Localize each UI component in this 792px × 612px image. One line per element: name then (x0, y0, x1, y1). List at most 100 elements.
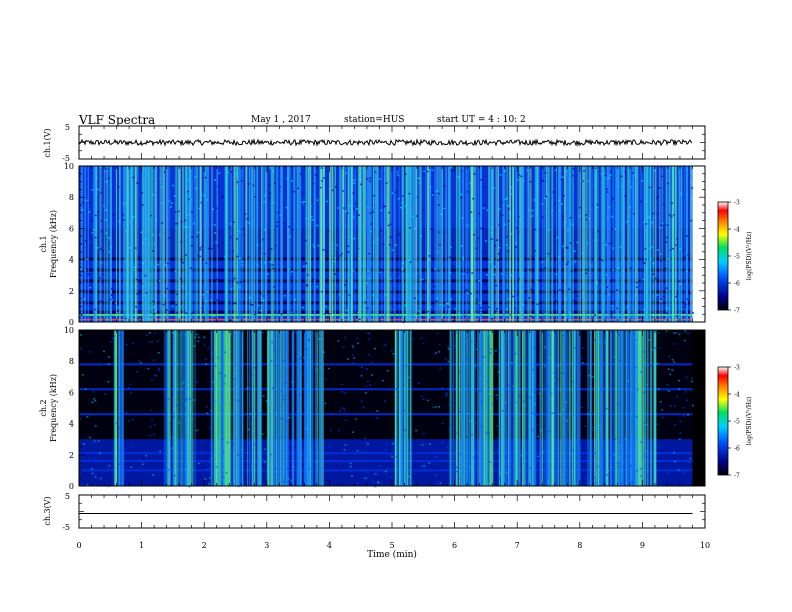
spectrogram-speckle (99, 477, 102, 480)
spectrogram-streak (389, 166, 392, 322)
spectrogram-streak (646, 166, 649, 322)
spectrogram-speckle (225, 288, 228, 290)
spectrogram-speckle (348, 294, 351, 296)
spectrogram-speckle (573, 299, 576, 301)
spectrogram-speckle (587, 413, 590, 416)
spectrogram-speckle (604, 292, 607, 295)
spectrogram-speckle (92, 390, 95, 393)
spectrogram-speckle (611, 269, 614, 271)
spectrogram-speckle (262, 238, 265, 241)
spectrogram-speckle (449, 298, 452, 300)
spectrogram-streak (516, 330, 519, 486)
spectrogram-streak (447, 166, 450, 322)
spectrogram-speckle (177, 210, 180, 213)
spectrogram-speckle (473, 357, 476, 360)
spectrogram-speckle (364, 392, 367, 394)
spectrogram-streak (259, 330, 261, 486)
spectrogram-speckle (472, 197, 475, 200)
spectrogram-speckle (404, 173, 407, 175)
spectrogram-speckle (452, 320, 455, 322)
spectrogram-speckle (137, 359, 140, 362)
spectrogram-streak (362, 166, 364, 322)
spectrogram-speckle (397, 354, 400, 356)
spectrogram-speckle (356, 342, 359, 345)
spectrogram-speckle (230, 288, 233, 290)
spectrogram-speckle (265, 400, 268, 402)
spectrogram-streak (637, 166, 639, 322)
spectrogram-speckle (436, 251, 439, 254)
spectrogram-speckle (497, 437, 500, 439)
spectrogram-speckle (213, 472, 216, 475)
spectrogram-streak (639, 166, 641, 322)
spectrogram-speckle (91, 401, 94, 404)
spectrogram-speckle (171, 332, 174, 334)
spectrogram-speckle (85, 199, 88, 202)
spectrogram-speckle (508, 288, 511, 290)
spectrogram-speckle (654, 347, 657, 349)
spectrogram-streak (175, 330, 178, 486)
spectrogram-streak (509, 330, 511, 486)
spectrogram-speckle (435, 190, 438, 192)
spectrogram-speckle (94, 476, 97, 478)
spectrogram-speckle (562, 372, 565, 374)
spectrogram-speckle (247, 416, 250, 419)
spectrogram-streak (557, 166, 560, 322)
spectrogram-speckle (285, 206, 288, 209)
spectrogram-streak (360, 166, 362, 322)
spectrogram-speckle (471, 272, 474, 274)
spectrogram-speckle (353, 237, 356, 240)
spectrogram-speckle (215, 269, 218, 272)
spectrogram-speckle (451, 390, 454, 392)
spectrogram-speckle (691, 404, 694, 407)
spectrogram-streak (187, 330, 190, 486)
spectrogram-speckle (678, 438, 681, 440)
spectrogram-speckle (285, 420, 288, 422)
spectrogram-speckle (520, 175, 523, 178)
spectrogram-speckle (646, 383, 649, 386)
spectrogram-streak (126, 166, 129, 322)
spectrogram-speckle (341, 249, 344, 251)
spectrogram-streak (304, 330, 307, 486)
ch2-colorbar (717, 366, 729, 476)
spectrogram-speckle (553, 239, 556, 242)
spectrogram-speckle (423, 174, 426, 176)
spectrogram-speckle (565, 477, 568, 479)
spectrogram-speckle (429, 306, 432, 308)
spectrogram-speckle (460, 197, 463, 199)
spectrogram-streak (564, 330, 566, 486)
spectrogram-speckle (650, 258, 653, 260)
spectrogram-speckle (389, 236, 392, 238)
spectrogram-streak (279, 330, 281, 486)
spectrogram-speckle (248, 463, 251, 466)
spectrogram-speckle (185, 398, 188, 400)
spectrogram-streak (411, 166, 414, 322)
spectrogram-speckle (210, 410, 213, 412)
spectrogram-streak (227, 330, 229, 486)
spectrogram-speckle (281, 395, 284, 397)
spectrogram-speckle (514, 242, 517, 244)
spectrogram-streak (522, 166, 525, 322)
spectrogram-speckle (594, 167, 597, 169)
spectrogram-speckle (243, 234, 246, 236)
spectrogram-speckle (514, 307, 517, 310)
spectrogram-speckle (346, 358, 349, 360)
spectrogram-speckle (427, 399, 430, 402)
spectrogram-streak (319, 166, 321, 322)
spectrogram-speckle (678, 388, 681, 390)
spectrogram-speckle (556, 392, 559, 394)
spectrogram-speckle (270, 248, 273, 250)
spectrogram-speckle (173, 474, 176, 477)
spectrogram-speckle (379, 209, 382, 212)
spectrogram-speckle (93, 440, 96, 442)
spectrogram-speckle (581, 180, 584, 182)
spectrogram-speckle (533, 403, 536, 406)
spectrogram-speckle (607, 469, 610, 472)
spectrogram-streak (130, 166, 133, 322)
spectrogram-speckle (191, 236, 194, 238)
spectrogram-speckle (388, 211, 391, 214)
ch2-spectrogram-channel-label: ch.2 (39, 399, 48, 416)
spectrogram-streak (529, 330, 531, 486)
spectrogram-band (79, 413, 693, 416)
spectrogram-speckle (304, 239, 307, 242)
spectrogram-speckle (232, 335, 235, 337)
